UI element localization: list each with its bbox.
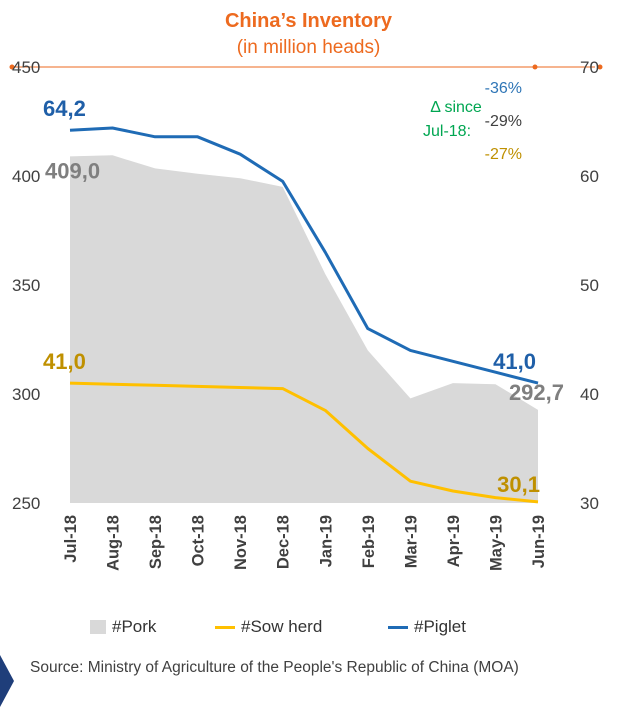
legend-swatch-sow [215, 625, 235, 629]
start-label-sow-herd: 41,0 [43, 349, 86, 374]
top-line-dot-right [597, 64, 603, 70]
legend-label-sow: #Sow herd [241, 617, 323, 636]
left-tick-label: 350 [12, 276, 40, 295]
source-note: Source: Ministry of Agriculture of the P… [30, 659, 519, 676]
x-tick-label: Nov-18 [232, 515, 250, 570]
x-tick-label: Dec-18 [275, 515, 293, 569]
x-tick-label: Jun-19 [530, 515, 548, 568]
series-line-piglet [69, 126, 539, 385]
left-tick-label: 400 [12, 167, 40, 186]
x-tick-label: Aug-18 [105, 515, 123, 571]
delta-label-line2: Jul-18: [423, 123, 471, 140]
legend-label-pork: #Pork [112, 617, 157, 636]
x-tick-label: May-19 [487, 515, 505, 571]
legend-item-piglet: #Piglet [388, 617, 466, 637]
left-tick-label: 300 [12, 385, 40, 404]
chart-title: China’s Inventory [224, 10, 393, 32]
right-tick-label: 50 [580, 276, 599, 295]
end-label-piglet: 41,0 [493, 349, 536, 374]
line-series-group [69, 126, 539, 504]
legend-swatch-pork [90, 620, 106, 634]
x-tick-label: Oct-18 [190, 515, 208, 566]
x-tick-label: Jul-18 [62, 515, 80, 563]
legend-swatch-piglet [388, 625, 408, 629]
end-label-pork: 292,7 [509, 380, 564, 405]
right-tick-label: 40 [580, 385, 599, 404]
delta-label-line1: Δ since [430, 99, 482, 116]
x-tick-label: Sep-18 [147, 515, 165, 569]
delta-value-pork: -29% [485, 113, 522, 130]
x-tick-label: Apr-19 [445, 515, 463, 567]
legend-label-piglet: #Piglet [414, 617, 466, 636]
legend-item-sow: #Sow herd [215, 617, 322, 637]
top-line-dot-mid [532, 64, 538, 70]
x-tick-label: Jan-19 [317, 515, 335, 567]
left-tick-label: 250 [12, 494, 40, 513]
start-label-pork: 409,0 [45, 158, 100, 183]
end-label-sow-herd: 30,1 [497, 472, 540, 497]
right-tick-label: 60 [580, 167, 599, 186]
top-axis-line-group [9, 64, 603, 70]
delta-value-piglet: -36% [485, 80, 522, 97]
delta-value-sow: -27% [485, 146, 522, 163]
chart-subtitle: (in million heads) [236, 37, 381, 58]
right-tick-label: 30 [580, 494, 599, 513]
legend-item-pork: #Pork [90, 617, 156, 637]
right-tick-label: 70 [580, 58, 599, 77]
series-line-sow-herd [69, 381, 539, 504]
chart-canvas: 450 400 350 300 250 70 60 50 40 30 Jul-18 Aug-18 Sep… [9, 58, 603, 571]
pork-area-group [70, 155, 538, 504]
series-area-pork [70, 155, 538, 504]
x-tick-label: Mar-19 [402, 515, 420, 568]
data-label-group: 409,0 292,7 41,0 30,1 64,2 41,0 [43, 96, 564, 497]
delta-box: Δ since Jul-18: -36% -29% -27% [423, 80, 522, 163]
start-label-piglet: 64,2 [43, 96, 86, 121]
corner-decoration [0, 655, 14, 707]
left-tick-label: 450 [12, 58, 40, 77]
x-tick-label: Feb-19 [360, 515, 378, 568]
top-line-dot-left [9, 64, 15, 70]
axis-group: 450 400 350 300 250 70 60 50 40 30 Jul-18 Aug-18 Sep… [12, 58, 599, 571]
